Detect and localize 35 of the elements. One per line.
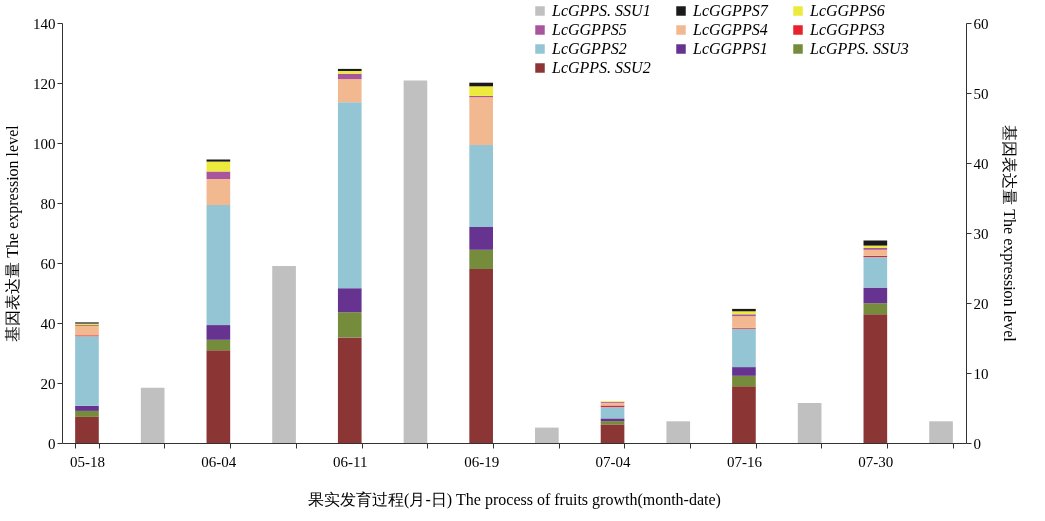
x-tick-label: 07-16 — [726, 453, 763, 470]
legend-label: LcGPPS. SSU1 — [551, 2, 651, 19]
y2-tick-label: 30 — [973, 225, 989, 242]
legend-label: LcGGPPS6 — [809, 2, 885, 19]
y-tick-label: 0 — [48, 435, 56, 452]
legend-label: LcGGPPS4 — [692, 21, 768, 38]
y2-tick-label: 20 — [973, 295, 989, 312]
y-axis-title: 基因表达量 The expression level — [4, 124, 22, 342]
x-tick-label: 06-11 — [333, 453, 368, 470]
y2-tick-label: 60 — [973, 15, 989, 32]
y-tick-label: 20 — [40, 375, 56, 392]
y-tick-label: 80 — [40, 195, 56, 212]
legend-label: LcGGPPS7 — [692, 2, 769, 19]
legend-label: LcGPPS. SSU3 — [809, 40, 909, 57]
legend-label: LcGGPPS3 — [809, 21, 885, 38]
y-tick-label: 120 — [33, 75, 56, 92]
y2-axis-title: 基因表达量 The expression level — [999, 125, 1018, 343]
y2-tick-label: 50 — [973, 85, 989, 102]
y-tick-label: 140 — [33, 15, 56, 32]
y-tick-label: 40 — [40, 315, 56, 332]
legend-label: LcGPPS. SSU2 — [551, 59, 651, 76]
x-tick-label: 06-19 — [464, 453, 500, 470]
x-tick-label: 05-18 — [69, 453, 105, 470]
x-tick-label: 07-04 — [595, 453, 632, 470]
y2-tick-label: 10 — [973, 365, 989, 382]
x-tick-label: 07-30 — [858, 453, 894, 470]
legend-label: LcGGPPS1 — [692, 40, 768, 57]
x-axis-title: 果实发育过程(月-日) The process of fruits growth(month-date) — [308, 490, 721, 509]
y2-tick-label: 40 — [973, 155, 989, 172]
legend-label: LcGGPPS5 — [551, 21, 627, 38]
y2-tick-label: 0 — [973, 435, 981, 452]
y-tick-label: 100 — [33, 135, 56, 152]
y-tick-label: 60 — [40, 255, 56, 272]
x-tick-label: 06-04 — [201, 453, 237, 470]
legend-label: LcGGPPS2 — [551, 40, 627, 57]
